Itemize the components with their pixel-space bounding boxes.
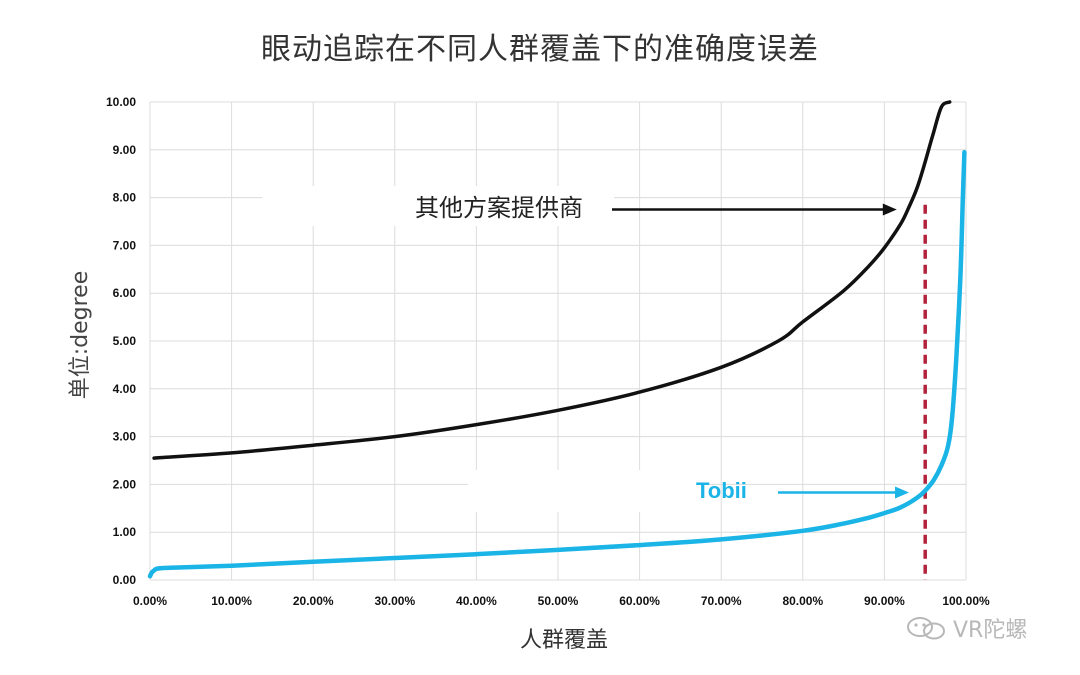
y-tick-label: 6.00 — [113, 286, 137, 300]
x-tick-label: 80.00% — [782, 594, 823, 608]
annotation-arrow-other-head — [882, 203, 897, 216]
x-tick-label: 10.00% — [211, 594, 252, 608]
tick-layer: 0.00 1.00 2.00 3.00 4.00 5.00 6.00 7.00 8.00 9.00… — [106, 95, 990, 608]
annotation-tobii: Tobii — [696, 478, 747, 503]
annotation-layer — [612, 203, 910, 499]
y-axis-label: 单位:degree — [68, 270, 93, 400]
y-tick-label: 8.00 — [113, 191, 137, 205]
y-tick-label: 9.00 — [113, 143, 137, 157]
x-tick-label: 0.00% — [133, 594, 167, 608]
x-axis-label: 人群覆盖 — [519, 628, 608, 653]
series-line-other-providers — [152, 100, 952, 460]
chart-title: 眼动追踪在不同人群覆盖下的准确度误差 — [261, 32, 819, 67]
x-tick-label: 50.00% — [538, 594, 579, 608]
annotation-mask — [262, 186, 614, 226]
annotation-arrow-tobii-head — [895, 486, 910, 499]
y-tick-label: 7.00 — [113, 238, 137, 252]
annotation-mask — [468, 470, 698, 512]
x-tick-label: 100.00% — [942, 594, 990, 608]
y-tick-label: 3.00 — [113, 430, 137, 444]
x-tick-label: 40.00% — [456, 594, 497, 608]
grid-layer — [149, 101, 967, 581]
x-tick-label: 70.00% — [701, 594, 742, 608]
series-line-tobii — [147, 149, 967, 579]
y-tick-label: 2.00 — [113, 477, 137, 491]
x-tick-label: 30.00% — [374, 594, 415, 608]
x-tick-label: 60.00% — [619, 594, 660, 608]
y-tick-label: 0.00 — [113, 573, 137, 587]
wechat-icon — [907, 617, 945, 640]
y-tick-label: 4.00 — [113, 382, 137, 396]
watermark-text: VR陀螺 — [953, 618, 1028, 643]
y-tick-label: 5.00 — [113, 334, 137, 348]
series-layer — [147, 100, 967, 580]
x-tick-label: 20.00% — [293, 594, 334, 608]
watermark: VR陀螺 — [905, 612, 1027, 644]
x-tick-label: 90.00% — [864, 594, 905, 608]
annotation-other-providers: 其他方案提供商 — [415, 194, 583, 222]
y-tick-label: 1.00 — [113, 525, 137, 539]
y-tick-label: 10.00 — [106, 95, 136, 109]
